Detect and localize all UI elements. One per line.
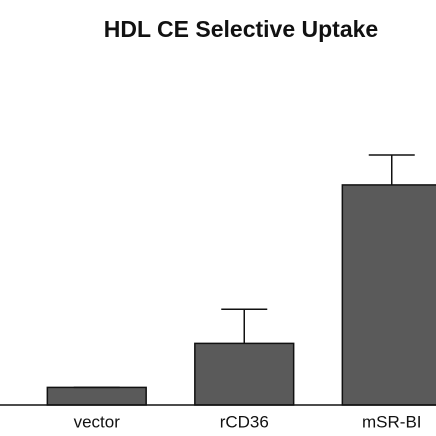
bar [194, 342, 295, 406]
bar [46, 386, 147, 406]
error-bar [368, 154, 415, 185]
bar [341, 184, 436, 406]
error-bar [221, 308, 268, 344]
chart-title: HDL CE Selective Uptake [104, 16, 378, 42]
x-tick-label: mSR-BI [362, 412, 422, 431]
x-tick-label: vector [74, 412, 121, 431]
x-tick-label: rCD36 [220, 412, 269, 431]
